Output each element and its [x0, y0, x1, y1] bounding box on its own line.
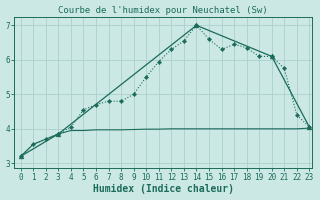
X-axis label: Humidex (Indice chaleur): Humidex (Indice chaleur) — [92, 184, 234, 194]
Title: Courbe de l'humidex pour Neuchatel (Sw): Courbe de l'humidex pour Neuchatel (Sw) — [58, 6, 268, 15]
